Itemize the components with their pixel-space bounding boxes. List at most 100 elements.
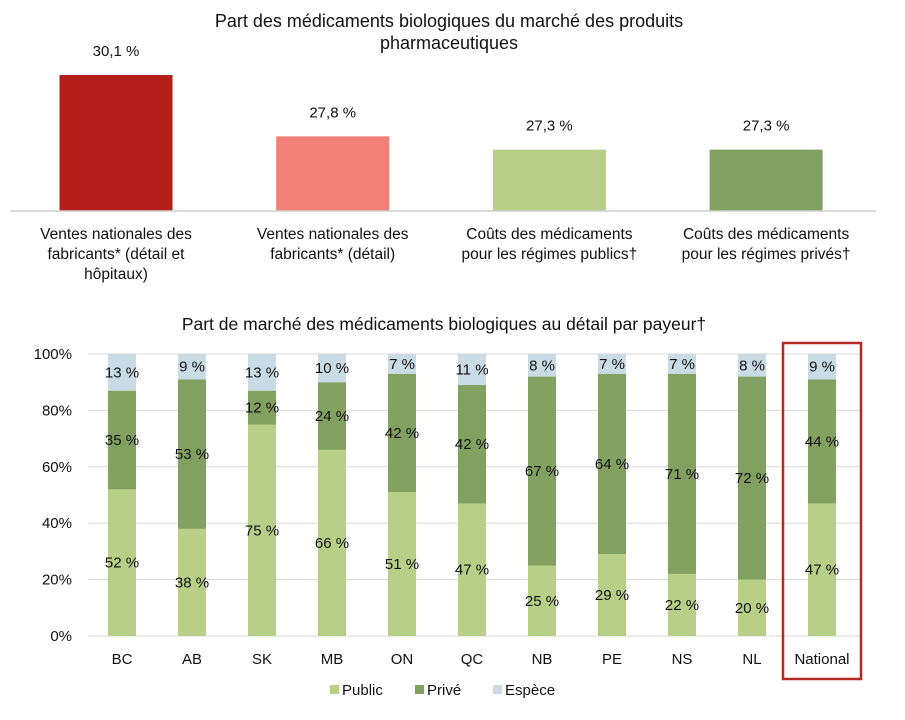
segment-label: 66 % <box>315 535 349 552</box>
bar-segment-public <box>108 489 136 636</box>
category-label: pour les régimes privés† <box>682 246 851 263</box>
segment-label: 67 % <box>525 463 559 480</box>
x-tick-label: QC <box>461 651 484 668</box>
x-tick-label: BC <box>112 651 133 668</box>
legend-label: Public <box>342 682 383 699</box>
segment-label: 9 % <box>809 359 835 376</box>
segment-label: 75 % <box>245 522 279 539</box>
bar-segment-public <box>178 528 206 636</box>
segment-label: 24 % <box>315 408 349 425</box>
bar-segment-espèce <box>108 354 136 391</box>
bar-segment-privé <box>808 379 836 504</box>
segment-label: 72 % <box>735 470 769 487</box>
segment-label: 47 % <box>455 562 489 579</box>
segment-label: 44 % <box>805 433 839 450</box>
segment-label: 29 % <box>595 587 629 604</box>
bar-segment-privé <box>738 376 766 580</box>
bar-segment-privé <box>248 390 276 425</box>
bar-segment-privé <box>108 390 136 490</box>
bar-segment-public <box>318 449 346 636</box>
bar-segment-public <box>668 573 696 636</box>
y-tick-label: 20% <box>42 572 72 589</box>
bar <box>276 136 390 211</box>
segment-label: 38 % <box>175 574 209 591</box>
data-label: 27,3 % <box>743 118 790 135</box>
bar-segment-espèce <box>178 354 206 380</box>
data-label: 27,3 % <box>526 118 573 135</box>
segment-label: 22 % <box>665 597 699 614</box>
segment-label: 7 % <box>599 356 625 373</box>
legend-label: Privé <box>427 682 461 699</box>
legend-swatch-public <box>330 685 339 694</box>
segment-label: 42 % <box>455 436 489 453</box>
bar-segment-public <box>388 492 416 636</box>
chart-title: pharmaceutiques <box>380 33 518 53</box>
bar-segment-espèce <box>808 354 836 380</box>
segment-label: 9 % <box>179 359 205 376</box>
chart-title: Part de marché des médicaments biologiqu… <box>182 314 706 334</box>
segment-label: 47 % <box>805 562 839 579</box>
bar-segment-privé <box>388 373 416 493</box>
segment-label: 11 % <box>455 362 488 379</box>
category-label: Coûts des médicaments <box>683 226 850 243</box>
segment-label: 64 % <box>595 456 629 473</box>
segment-label: 52 % <box>105 555 139 572</box>
segment-label: 13 % <box>105 364 139 381</box>
segment-label: 8 % <box>739 357 765 374</box>
segment-label: 42 % <box>385 425 419 442</box>
category-label: hôpitaux) <box>84 266 148 283</box>
bar-segment-public <box>458 503 486 636</box>
bar-segment-privé <box>178 379 206 529</box>
bar-segment-espèce <box>738 354 766 377</box>
y-tick-label: 100% <box>34 346 72 363</box>
segment-label: 71 % <box>665 466 699 483</box>
segment-label: 7 % <box>669 356 695 373</box>
bar-segment-privé <box>668 373 696 574</box>
category-label: Coûts des médicaments <box>466 226 633 243</box>
x-tick-label: NB <box>532 651 553 668</box>
y-tick-label: 40% <box>42 515 72 532</box>
category-label: pour les régimes publics† <box>462 246 638 263</box>
national-highlight-box <box>781 341 863 681</box>
x-tick-label: NS <box>672 651 693 668</box>
bar-segment-espèce <box>318 354 346 383</box>
category-label: fabricants* (détail) <box>270 246 395 263</box>
chart-title: Part des médicaments biologiques du marc… <box>215 11 683 31</box>
data-label: 27,8 % <box>309 104 356 121</box>
segment-label: 35 % <box>105 432 139 449</box>
legend-swatch-privé <box>415 685 424 694</box>
bar-segment-privé <box>458 385 486 504</box>
bar-segment-public <box>808 503 836 636</box>
category-label: fabricants* (détail et <box>48 246 186 263</box>
segment-label: 8 % <box>529 357 555 374</box>
bar-segment-privé <box>598 373 626 555</box>
bar-segment-espèce <box>528 354 556 377</box>
bar-segment-espèce <box>668 354 696 374</box>
data-label: 30,1 % <box>93 43 140 60</box>
bar-segment-espèce <box>388 354 416 374</box>
legend-label: Espèce <box>505 682 555 699</box>
category-label: Ventes nationales des <box>257 226 409 243</box>
x-tick-label: ON <box>391 651 414 668</box>
segment-label: 10 % <box>315 360 349 377</box>
x-tick-label: National <box>794 651 849 668</box>
bar-segment-espèce <box>248 354 276 391</box>
category-label: Ventes nationales des <box>40 226 192 243</box>
x-tick-label: SK <box>252 651 272 668</box>
bar-segment-espèce <box>598 354 626 374</box>
x-tick-label: NL <box>742 651 761 668</box>
bar <box>59 75 173 211</box>
bar-segment-public <box>528 565 556 636</box>
bar-segment-public <box>248 424 276 636</box>
bar-segment-public <box>598 554 626 636</box>
segment-label: 20 % <box>735 600 769 617</box>
y-tick-label: 80% <box>42 402 72 419</box>
segment-label: 7 % <box>389 356 415 373</box>
x-tick-label: AB <box>182 651 202 668</box>
legend-swatch-espèce <box>493 685 502 694</box>
bar <box>492 149 606 211</box>
bar-segment-espèce <box>458 354 486 386</box>
bar <box>709 149 823 211</box>
